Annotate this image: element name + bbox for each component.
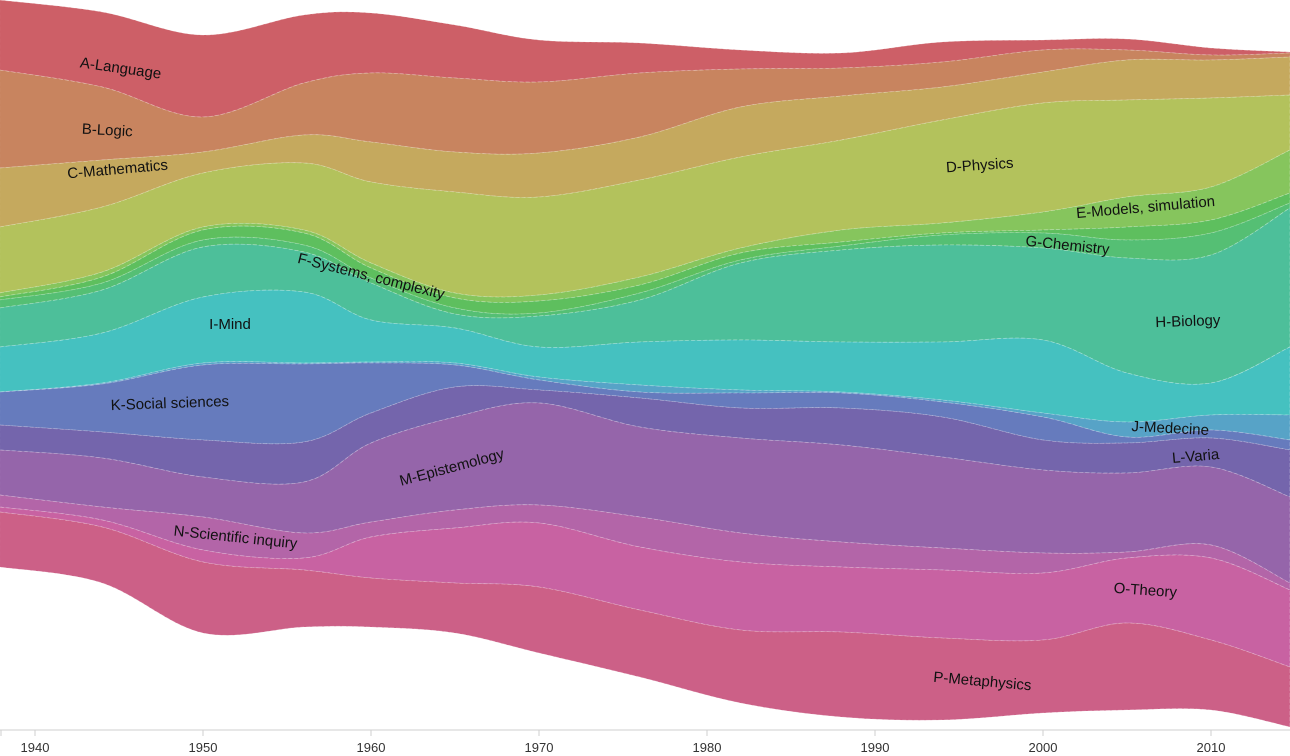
stream-layer-a-language	[0, 0, 1290, 118]
x-axis: 1940 1950 1960 1970 1980 1990 2000 2010	[0, 729, 1290, 755]
x-tick-label-1980: 1980	[693, 740, 722, 755]
x-tick-label-1950: 1950	[189, 740, 218, 755]
x-tick-label-2000: 2000	[1029, 740, 1058, 755]
stream-layers	[0, 0, 1290, 728]
x-tick-label-1940: 1940	[21, 740, 50, 755]
label-d-physics: D-Physics	[945, 155, 1014, 177]
label-j-medecine: J-Medecine	[1131, 418, 1209, 439]
x-tick-label-2010: 2010	[1197, 740, 1226, 755]
label-i-mind: I-Mind	[209, 316, 251, 333]
label-o-theory: O-Theory	[1113, 580, 1178, 601]
stream-layer-d-physics	[0, 94, 1290, 298]
label-h-biology: H-Biology	[1155, 312, 1221, 331]
x-tick-label-1970: 1970	[525, 740, 554, 755]
label-b-logic: B-Logic	[81, 121, 133, 141]
x-tick-label-1990: 1990	[861, 740, 890, 755]
label-k-social-sciences: K-Social sciences	[110, 393, 229, 414]
stream-layer-e-models-simulation	[0, 149, 1290, 303]
x-tick-label-1960: 1960	[357, 740, 386, 755]
label-l-varia: L-Varia	[1171, 446, 1220, 467]
